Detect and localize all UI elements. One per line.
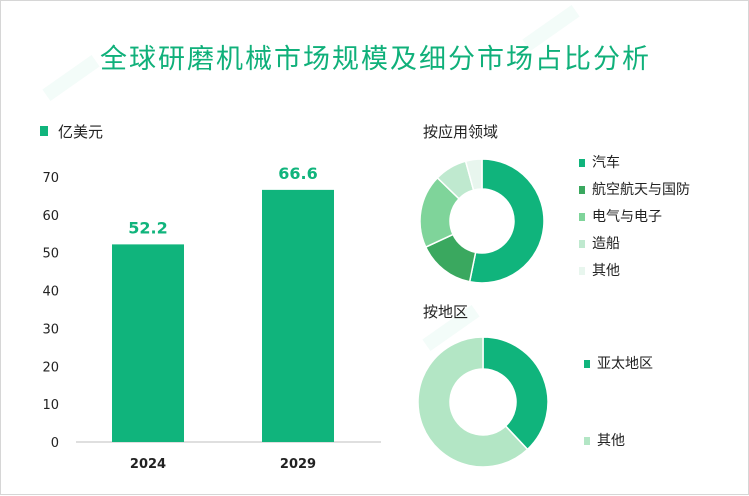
bar-legend-label: 亿美元	[58, 123, 103, 141]
y-tick-label: 0	[51, 436, 59, 451]
chart-title: 全球研磨机械市场规模及细分市场占比分析	[100, 44, 651, 75]
slice-亚太地区	[482, 336, 549, 451]
bar-legend-swatch	[40, 126, 48, 136]
y-tick-label: 60	[42, 209, 59, 224]
y-tick-label: 40	[42, 285, 59, 300]
legend-swatch	[579, 267, 585, 275]
donut2-title: 按地区	[423, 303, 468, 321]
legend-label: 其他	[597, 433, 625, 449]
y-tick-label: 20	[42, 360, 59, 375]
legend-label: 航空航天与国防	[592, 182, 690, 198]
bar-2029	[262, 189, 334, 442]
bar-2024	[112, 244, 184, 442]
legend-label: 亚太地区	[597, 356, 653, 372]
bar-value-label: 66.6	[278, 164, 317, 183]
legend-swatch	[579, 240, 585, 248]
donut1-title: 按应用领域	[423, 123, 498, 141]
y-tick-label: 30	[42, 322, 59, 337]
bar-series: 52.2 2024 66.6 2029	[112, 164, 334, 472]
legend-label: 其他	[592, 263, 620, 279]
slice-其他	[417, 336, 529, 468]
bar-value-label: 52.2	[128, 218, 167, 237]
x-tick-label: 2029	[280, 457, 316, 472]
y-tick-label: 70	[42, 171, 59, 186]
watermark	[42, 5, 580, 351]
legend-label: 造船	[592, 236, 620, 252]
legend-swatch	[584, 437, 590, 445]
legend-label: 电气与电子	[592, 209, 662, 225]
x-tick-label: 2024	[130, 457, 166, 472]
legend-swatch	[579, 213, 585, 221]
legend-swatch	[579, 186, 585, 194]
donut-application	[419, 158, 545, 284]
legend-label: 汽车	[592, 154, 620, 171]
legend-swatch	[584, 360, 590, 368]
y-tick-label: 50	[42, 247, 59, 262]
slice-汽车	[468, 158, 545, 284]
legend-swatch	[579, 159, 585, 167]
y-tick-label: 10	[42, 398, 59, 413]
donut-region	[417, 336, 549, 468]
slice-其他	[464, 158, 483, 192]
